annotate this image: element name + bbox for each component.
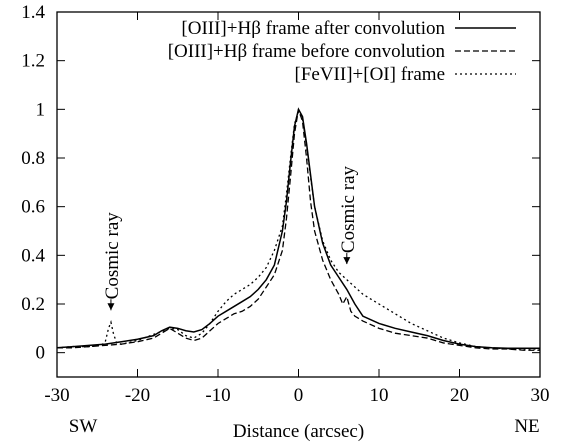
legend-label-3: [FeVII]+[OI] frame bbox=[295, 64, 446, 85]
y-tick-label: 0.2 bbox=[21, 294, 45, 315]
annotation-arrowhead bbox=[343, 257, 351, 265]
x-tick-label: -20 bbox=[125, 385, 150, 406]
legend: [OIII]+Hβ frame after convolution[OIII]+… bbox=[168, 18, 516, 85]
series-layer bbox=[56, 107, 540, 351]
series-line-2 bbox=[57, 109, 540, 351]
y-tick-label: 0.4 bbox=[21, 245, 45, 266]
y-tick-label: 0 bbox=[36, 343, 46, 364]
series-line-3 bbox=[56, 110, 540, 350]
y-tick-label: 0.8 bbox=[21, 148, 45, 169]
ticks-layer: -30 -20 -10 0 10 20 30 0 0.2 0.4 0.6 0.8 1 1.2 1.4 bbox=[21, 2, 549, 406]
annotation-arrowhead bbox=[107, 303, 115, 311]
annotation-layer: Cosmic ray Cosmic ray bbox=[102, 165, 359, 311]
x-tick-label: -30 bbox=[44, 385, 69, 406]
annotation-text: Cosmic ray bbox=[102, 212, 123, 300]
x-tick-label: -10 bbox=[205, 385, 230, 406]
y-tick-label: 1 bbox=[36, 99, 46, 120]
legend-label-1: [OIII]+Hβ frame after convolution bbox=[181, 18, 445, 39]
y-tick-label: 1.4 bbox=[21, 2, 45, 23]
x-tick-label: 10 bbox=[370, 385, 389, 406]
annotation-text: Cosmic ray bbox=[338, 165, 359, 253]
x-tick-label: 0 bbox=[294, 385, 304, 406]
cosmic-ray-right: Cosmic ray bbox=[338, 165, 359, 265]
direction-label-sw: SW bbox=[69, 416, 98, 437]
x-tick-label: 30 bbox=[531, 385, 550, 406]
cosmic-ray-left: Cosmic ray bbox=[102, 212, 123, 311]
y-tick-label: 1.2 bbox=[21, 51, 45, 72]
y-tick-label: 0.6 bbox=[21, 197, 45, 218]
x-tick-label: 20 bbox=[450, 385, 469, 406]
series-line-1 bbox=[56, 107, 540, 350]
legend-label-2: [OIII]+Hβ frame before convolution bbox=[168, 41, 446, 62]
direction-label-ne: NE bbox=[514, 416, 539, 437]
x-axis-label: Distance (arcsec) bbox=[233, 421, 364, 442]
